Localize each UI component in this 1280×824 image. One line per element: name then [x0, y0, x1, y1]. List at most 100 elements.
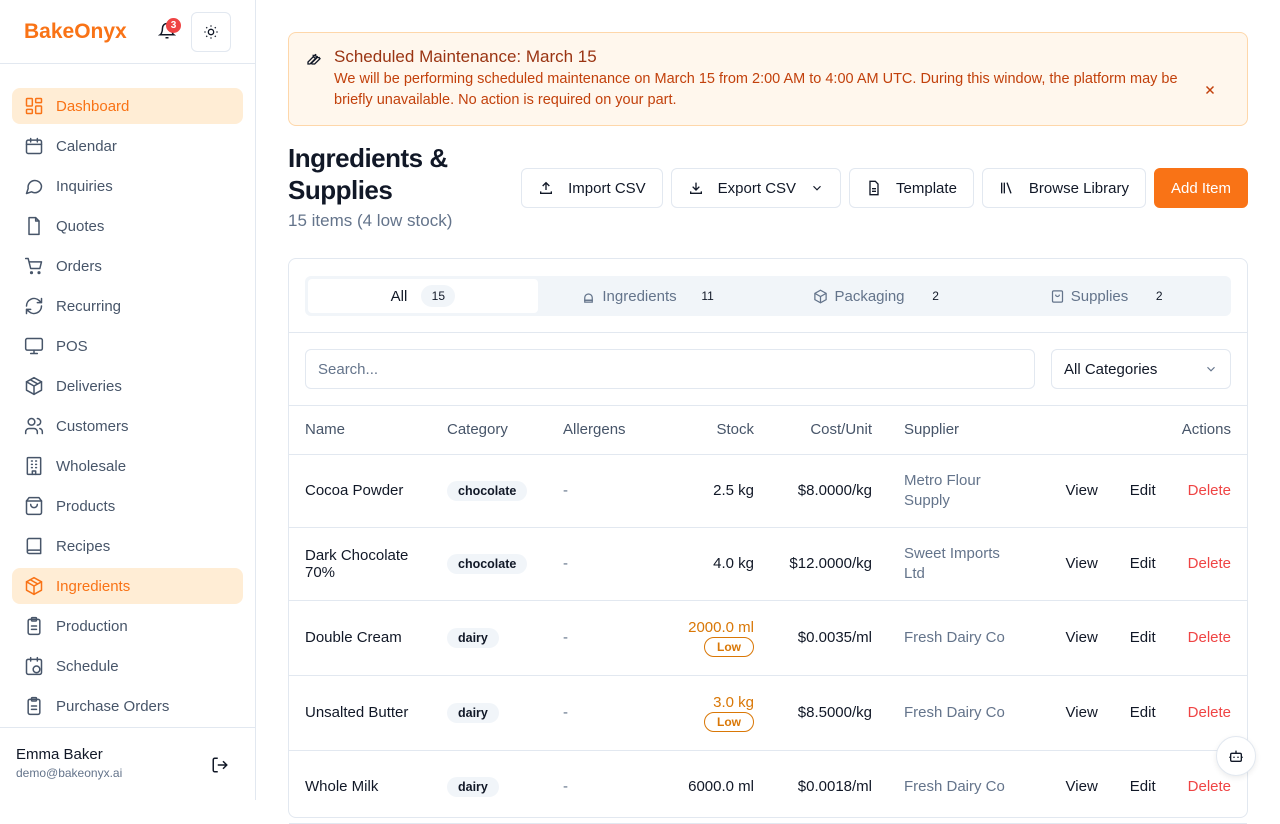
delete-button[interactable]: Delete — [1187, 629, 1231, 646]
tab-label: Packaging — [834, 287, 905, 305]
table-row: Dark Chocolate 70% chocolate - 4.0 kg $12.00… — [289, 527, 1247, 601]
sidebar-item-recurring[interactable]: Recurring — [12, 288, 243, 324]
edit-button[interactable]: Edit — [1129, 482, 1156, 499]
edit-button[interactable]: Edit — [1129, 778, 1156, 795]
tab-label: Supplies — [1070, 287, 1129, 305]
import-label: Import CSV — [568, 179, 646, 197]
delete-button[interactable]: Delete — [1187, 704, 1231, 721]
tab-label: All — [390, 287, 408, 305]
stock-value: 3.0 kg — [713, 693, 754, 711]
sidebar-item-label: Dashboard — [56, 97, 130, 115]
edit-button[interactable]: Edit — [1129, 629, 1156, 646]
logo[interactable]: BakeOnyx — [24, 19, 127, 43]
inventory-card: All 15 Ingredients 11 Packaging 2 Supplies 2 Al… — [288, 258, 1248, 824]
delete-button[interactable]: Delete — [1187, 482, 1231, 499]
cost-per-unit: $0.0018/ml — [770, 750, 888, 824]
banner-text: We will be performing scheduled maintena… — [334, 71, 1178, 108]
allergens: - — [547, 675, 647, 751]
col-actions: Actions — [1032, 406, 1247, 455]
item-name: Dark Chocolate 70% — [289, 527, 431, 601]
view-button[interactable]: View — [1065, 555, 1098, 572]
export-label: Export CSV — [717, 179, 797, 197]
export-csv-button[interactable]: Export CSV — [670, 168, 842, 208]
users-icon — [24, 417, 44, 435]
sidebar-item-label: Calendar — [56, 137, 117, 155]
sidebar-item-ingredients[interactable]: Ingredients — [12, 568, 243, 604]
tab-count: 2 — [1155, 289, 1163, 303]
stock-value: 2000.0 ml — [688, 618, 754, 636]
sidebar-item-purchase-orders[interactable]: Purchase Orders — [12, 688, 243, 724]
search-input[interactable] — [305, 349, 1035, 389]
tab-label: Ingredients — [602, 287, 677, 305]
category-select[interactable]: All Categories — [1051, 349, 1231, 389]
logout-icon[interactable] — [211, 756, 229, 774]
sidebar-item-production[interactable]: Production — [12, 608, 243, 644]
close-icon[interactable] — [1203, 83, 1217, 97]
filters-bar: All Categories — [289, 332, 1247, 406]
file-icon — [869, 180, 879, 196]
sidebar-item-recipes[interactable]: Recipes — [12, 528, 243, 564]
assistant-bot-button[interactable] — [1216, 736, 1256, 776]
sidebar-item-label: Products — [56, 497, 116, 515]
inventory-table: Name Category Allergens Stock Cost/Unit … — [289, 406, 1247, 824]
allergens: - — [547, 750, 647, 824]
category-badge: dairy — [447, 702, 499, 723]
low-stock-badge: Low — [704, 636, 754, 657]
item-name: Double Cream — [289, 600, 431, 676]
template-button[interactable]: Template — [849, 168, 974, 208]
view-button[interactable]: View — [1065, 482, 1098, 499]
col-stock[interactable]: Stock — [647, 406, 770, 455]
edit-button[interactable]: Edit — [1129, 555, 1156, 572]
tab-count: 15 — [421, 285, 456, 307]
tab-all[interactable]: All 15 — [308, 279, 538, 313]
edit-button[interactable]: Edit — [1129, 704, 1156, 721]
sidebar-item-inquiries[interactable]: Inquiries — [12, 168, 243, 204]
delete-button[interactable]: Delete — [1187, 778, 1231, 795]
page-title: Ingredients & Supplies — [288, 143, 448, 205]
sidebar-item-customers[interactable]: Customers — [12, 408, 243, 444]
import-csv-button[interactable]: Import CSV — [521, 168, 663, 208]
file-icon — [28, 216, 40, 236]
sidebar-item-wholesale[interactable]: Wholesale — [12, 448, 243, 484]
clock-icon — [25, 656, 43, 676]
sidebar-item-quotes[interactable]: Quotes — [12, 208, 243, 244]
sidebar-item-label: POS — [56, 337, 88, 355]
delete-button[interactable]: Delete — [1187, 555, 1231, 572]
add-item-button[interactable]: Add Item — [1153, 168, 1248, 208]
tab-count: 2 — [932, 289, 939, 303]
wrench-icon — [306, 50, 322, 66]
col-supplier[interactable]: Supplier — [888, 406, 1032, 455]
sidebar-item-dashboard[interactable]: Dashboard — [12, 88, 243, 124]
bag-icon — [25, 496, 43, 516]
tab-supplies[interactable]: Supplies 2 — [998, 279, 1228, 313]
tab-packaging[interactable]: Packaging 2 — [768, 279, 998, 313]
sidebar-item-schedule[interactable]: Schedule — [12, 648, 243, 684]
sidebar-item-products[interactable]: Products — [12, 488, 243, 524]
layout-grid-icon — [25, 97, 43, 115]
col-cost[interactable]: Cost/Unit — [770, 406, 888, 455]
view-button[interactable]: View — [1065, 704, 1098, 721]
table-row: Cocoa Powder chocolate - 2.5 kg $8.0000/kg Me… — [289, 454, 1247, 528]
message-icon — [25, 179, 43, 195]
col-name[interactable]: Name — [289, 406, 431, 455]
sidebar-item-pos[interactable]: POS — [12, 328, 243, 364]
view-button[interactable]: View — [1065, 778, 1098, 795]
allergens: - — [547, 600, 647, 676]
chevron-down-icon — [813, 185, 821, 191]
tab-count: 11 — [701, 289, 714, 303]
sidebar-item-deliveries[interactable]: Deliveries — [12, 368, 243, 404]
category-badge: dairy — [447, 627, 499, 648]
bag-icon — [1051, 289, 1063, 303]
col-category[interactable]: Category — [431, 406, 547, 455]
stock-value: 2.5 kg — [713, 482, 754, 499]
tab-ingredients[interactable]: Ingredients 11 — [538, 279, 768, 313]
theme-toggle-button[interactable] — [191, 12, 231, 52]
sidebar-item-calendar[interactable]: Calendar — [12, 128, 243, 164]
book-icon — [26, 537, 42, 555]
browse-library-button[interactable]: Browse Library — [981, 168, 1146, 208]
sidebar-item-orders[interactable]: Orders — [12, 248, 243, 284]
stock-value: 4.0 kg — [713, 555, 754, 572]
view-button[interactable]: View — [1065, 629, 1098, 646]
package-icon — [25, 576, 43, 596]
sidebar: BakeOnyx 3 Dashboard Calendar Inquiries Quo… — [0, 0, 256, 800]
